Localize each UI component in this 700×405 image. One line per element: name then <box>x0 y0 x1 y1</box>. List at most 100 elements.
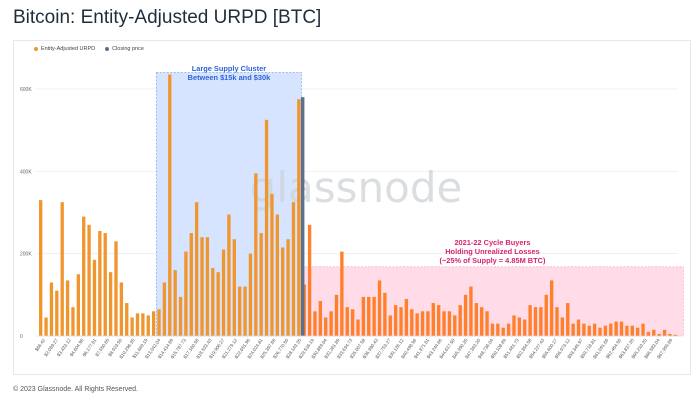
urpd-bar <box>383 292 387 336</box>
urpd-bar <box>469 286 473 336</box>
closing-price-bar <box>300 97 305 336</box>
urpd-bar <box>254 173 258 336</box>
urpd-bar <box>141 313 145 336</box>
urpd-bar <box>598 327 602 336</box>
urpd-bar <box>458 305 462 336</box>
urpd-bar <box>168 74 172 336</box>
urpd-bar <box>259 233 263 336</box>
urpd-bar <box>82 216 86 336</box>
urpd-bar <box>55 290 59 336</box>
y-tick-label: 200K <box>20 252 32 258</box>
urpd-bar <box>146 315 150 336</box>
y-tick-label: 600K <box>20 87 32 93</box>
urpd-bar <box>490 323 495 336</box>
urpd-bar <box>216 272 220 336</box>
urpd-bar <box>523 319 527 336</box>
urpd-bar <box>517 317 522 336</box>
urpd-bar <box>307 224 312 336</box>
urpd-bar <box>334 294 339 336</box>
urpd-bar <box>178 296 183 336</box>
urpd-bar <box>533 307 538 336</box>
urpd-bar <box>646 331 651 336</box>
urpd-bar <box>313 311 317 336</box>
urpd-bar <box>49 282 54 336</box>
urpd-bar <box>205 237 210 336</box>
urpd-bar <box>587 325 591 336</box>
urpd-bar <box>625 325 629 336</box>
urpd-bar <box>652 329 656 336</box>
x-tick-label: $66.42 <box>34 337 46 352</box>
urpd-bar <box>297 99 301 336</box>
urpd-bar <box>539 307 543 336</box>
legend-swatch-urpd <box>34 47 38 51</box>
urpd-bar <box>431 303 435 336</box>
urpd-bar <box>264 119 269 336</box>
urpd-bar <box>614 321 618 336</box>
urpd-bar <box>87 224 91 336</box>
chart-title: Bitcoin: Entity-Adjusted URPD [BTC] <box>13 7 322 28</box>
urpd-bar <box>130 317 134 336</box>
urpd-bar <box>173 270 177 336</box>
urpd-bar <box>549 280 554 336</box>
urpd-bar <box>345 307 349 336</box>
urpd-bar <box>635 327 640 336</box>
urpd-bar <box>673 334 677 336</box>
urpd-bar <box>474 303 478 336</box>
legend-item-urpd[interactable]: Entity-Adjusted URPD <box>34 46 95 52</box>
urpd-bar <box>318 301 323 336</box>
urpd-bar <box>442 311 446 336</box>
copyright-footer: © 2023 Glassnode. All Rights Reserved. <box>13 386 139 393</box>
urpd-bar <box>641 323 645 336</box>
urpd-bar <box>189 233 193 336</box>
urpd-bar <box>44 317 48 336</box>
urpd-bar <box>232 239 236 336</box>
urpd-bar <box>361 296 366 336</box>
urpd-bar <box>426 311 430 336</box>
urpd-bar <box>119 282 124 336</box>
urpd-bar <box>463 294 468 336</box>
urpd-bar <box>619 321 624 336</box>
urpd-bar <box>238 286 242 336</box>
urpd-bar <box>544 294 548 336</box>
urpd-bar <box>135 313 140 336</box>
urpd-bar <box>630 325 634 336</box>
urpd-bar <box>248 253 253 336</box>
urpd-bar <box>350 309 355 336</box>
urpd-bar <box>270 193 274 336</box>
urpd-bar <box>200 237 204 336</box>
unrealized-losses-label: (~25% of Supply = 4.85M BTC) <box>439 256 545 265</box>
urpd-bar <box>485 311 489 336</box>
urpd-bar <box>103 233 107 336</box>
urpd-bar <box>194 202 199 336</box>
chart-legend: Entity-Adjusted URPD Closing price <box>34 46 144 52</box>
legend-label-closing-price: Closing price <box>112 46 144 52</box>
urpd-bar <box>98 231 102 336</box>
urpd-bar <box>65 280 70 336</box>
urpd-bar <box>356 319 360 336</box>
urpd-bar <box>420 311 425 336</box>
urpd-bar <box>71 307 75 336</box>
urpd-bar <box>566 303 570 336</box>
urpd-bar <box>560 317 565 336</box>
urpd-bar <box>528 305 532 336</box>
urpd-bar <box>453 315 457 336</box>
unrealized-losses-label: Holding Unrealized Losses <box>445 247 539 256</box>
urpd-bar <box>592 323 597 336</box>
urpd-bar <box>60 202 64 336</box>
urpd-bar <box>512 315 516 336</box>
urpd-bar <box>221 249 226 336</box>
urpd-bar <box>367 296 371 336</box>
urpd-bar <box>243 286 247 336</box>
urpd-bar <box>227 214 231 336</box>
urpd-bar <box>480 307 484 336</box>
urpd-bar <box>657 333 661 336</box>
urpd-bar <box>501 327 505 336</box>
urpd-bar <box>393 305 398 336</box>
urpd-bar <box>377 280 382 336</box>
urpd-bar <box>399 307 403 336</box>
urpd-bar <box>372 296 376 336</box>
legend-swatch-closing-price <box>105 47 110 51</box>
legend-item-closing-price[interactable]: Closing price <box>105 46 144 52</box>
urpd-bar <box>76 274 81 336</box>
